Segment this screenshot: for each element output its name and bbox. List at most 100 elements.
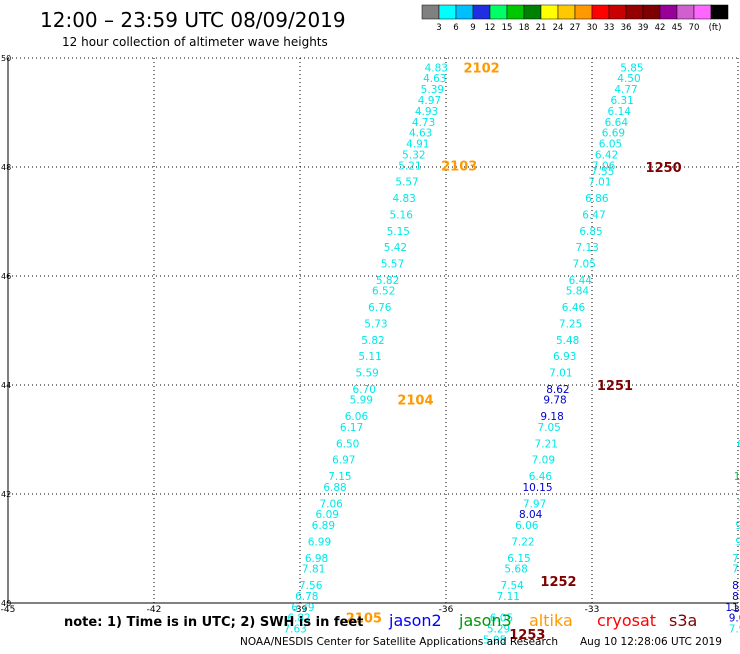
color-swatch bbox=[507, 5, 524, 19]
map-subtitle: 12 hour collection of altimeter wave hei… bbox=[62, 35, 328, 49]
color-swatch bbox=[643, 5, 660, 19]
wave-height-label: 9. bbox=[735, 520, 740, 532]
color-swatch bbox=[541, 5, 558, 19]
wave-height-label: 5.21 bbox=[398, 160, 421, 172]
wave-height-label: 6.52 bbox=[372, 286, 395, 298]
color-scale-label: 3 bbox=[436, 23, 441, 33]
color-swatch bbox=[711, 5, 728, 19]
wave-height-label: 7.13 bbox=[575, 242, 598, 254]
wave-height-label: 5.84 bbox=[566, 286, 590, 298]
wave-height-label: 9. bbox=[735, 536, 740, 548]
wave-height-label: 5.48 bbox=[556, 335, 579, 347]
color-swatch bbox=[609, 5, 626, 19]
color-scale-label: 42 bbox=[655, 23, 666, 33]
color-scale-label: 15 bbox=[502, 23, 513, 33]
wave-height-label: 5.11 bbox=[358, 351, 381, 363]
wave-height-label: 5.82 bbox=[361, 335, 384, 347]
wave-height-label: 6.86 bbox=[585, 193, 609, 205]
wave-height-label: 5.57 bbox=[395, 177, 418, 189]
color-swatch bbox=[422, 5, 439, 19]
color-swatch bbox=[558, 5, 575, 19]
legend-entry-s3a: s3a bbox=[669, 611, 697, 630]
wave-height-label: 5.99 bbox=[350, 395, 373, 407]
lat-lon-grid bbox=[8, 58, 738, 603]
legend-entry-jason2: jason2 bbox=[388, 611, 442, 630]
wave-height-label: 6.47 bbox=[582, 209, 605, 221]
color-scale-label: 6 bbox=[453, 23, 458, 33]
legend-entry-altika: altika bbox=[529, 611, 573, 630]
wave-height-label: 7.05 bbox=[573, 258, 596, 270]
credit-text: NOAA/NESDIS Center for Satellite Applica… bbox=[240, 636, 558, 648]
color-scale-label: 18 bbox=[519, 23, 530, 33]
wave-height-label: 7.05 bbox=[537, 422, 560, 434]
wave-height-label: 7.21 bbox=[535, 438, 558, 450]
map-title: 12:00 – 23:59 UTC 08/09/2019 bbox=[40, 8, 346, 32]
wave-height-label: 5.68 bbox=[504, 564, 527, 576]
color-scale-bar bbox=[422, 5, 728, 19]
wave-height-label: 9.78 bbox=[543, 395, 566, 407]
wave-height-label: 5.59 bbox=[355, 367, 378, 379]
wave-height-label: 5.57 bbox=[381, 258, 404, 270]
color-swatch bbox=[490, 5, 507, 19]
color-swatch bbox=[592, 5, 609, 19]
wave-height-label: 5.42 bbox=[384, 242, 407, 254]
wave-height-label: 6.97 bbox=[332, 455, 355, 467]
color-swatch bbox=[473, 5, 490, 19]
pass-time-label: 2103 bbox=[441, 159, 477, 174]
x-tick-label: -42 bbox=[147, 605, 162, 615]
legend-entry-jason3: jason3 bbox=[458, 611, 512, 630]
wave-height-label: 7.22 bbox=[511, 536, 534, 548]
pass-time-label: 1251 bbox=[597, 379, 633, 394]
color-swatch bbox=[524, 5, 541, 19]
y-tick-label: 46 bbox=[1, 272, 11, 281]
wave-height-label: 6.89 bbox=[312, 520, 335, 532]
color-swatch bbox=[660, 5, 677, 19]
wave-height-label: 5.16 bbox=[390, 209, 414, 221]
wave-height-label: 6.85 bbox=[579, 226, 602, 238]
color-scale-label: 9 bbox=[470, 23, 475, 33]
wave-height-label: 5.15 bbox=[387, 226, 410, 238]
wave-height-label: 7.97 bbox=[729, 624, 740, 636]
color-swatch bbox=[626, 5, 643, 19]
wave-height-label: 7.8 bbox=[732, 564, 740, 576]
color-scale-label: 70 bbox=[689, 23, 700, 33]
y-tick-label: 44 bbox=[1, 381, 11, 390]
color-scale-label: 36 bbox=[621, 23, 632, 33]
pass-time-label: 1252 bbox=[540, 575, 576, 590]
color-swatch bbox=[575, 5, 592, 19]
color-scale-label: 33 bbox=[604, 23, 615, 33]
footer-note: note: 1) Time is in UTC; 2) SWH is in fe… bbox=[64, 615, 363, 630]
wave-height-tracks: 4.834.635.394.974.934.734.634.915.325.21… bbox=[283, 62, 740, 646]
color-scale-label: 21 bbox=[536, 23, 547, 33]
wave-height-label: 6.46 bbox=[562, 302, 586, 314]
color-scale-label: 45 bbox=[672, 23, 683, 33]
wave-height-label: 6.88 bbox=[323, 482, 346, 494]
wave-height-label: 6.50 bbox=[336, 438, 359, 450]
y-tick-label: 40 bbox=[1, 599, 11, 608]
wave-height-label: 6.93 bbox=[553, 351, 576, 363]
color-scale-label: 24 bbox=[553, 23, 564, 33]
wave-height-label: 7.01 bbox=[549, 367, 572, 379]
color-scale-label: (ft) bbox=[709, 23, 722, 33]
color-scale-label: 39 bbox=[638, 23, 649, 33]
color-swatch bbox=[694, 5, 711, 19]
pass-time-label: 2102 bbox=[464, 61, 500, 76]
wave-height-label: 6.76 bbox=[368, 302, 392, 314]
color-scale-label: 30 bbox=[587, 23, 598, 33]
wave-height-label: 6.99 bbox=[308, 536, 331, 548]
wave-height-label: 7.09 bbox=[532, 455, 555, 467]
generated-timestamp: Aug 10 12:28:06 UTC 2019 bbox=[580, 636, 722, 648]
color-swatch bbox=[456, 5, 473, 19]
color-scale-label: 27 bbox=[570, 23, 581, 33]
wave-height-label: 6.06 bbox=[515, 520, 539, 532]
wave-height-label: 4.83 bbox=[392, 193, 415, 205]
y-tick-label: 50 bbox=[1, 54, 11, 63]
wave-height-label: 7.01 bbox=[588, 177, 611, 189]
wave-height-label: 7.11 bbox=[497, 591, 520, 603]
color-swatch bbox=[677, 5, 694, 19]
pass-time-label: 1250 bbox=[646, 161, 682, 176]
